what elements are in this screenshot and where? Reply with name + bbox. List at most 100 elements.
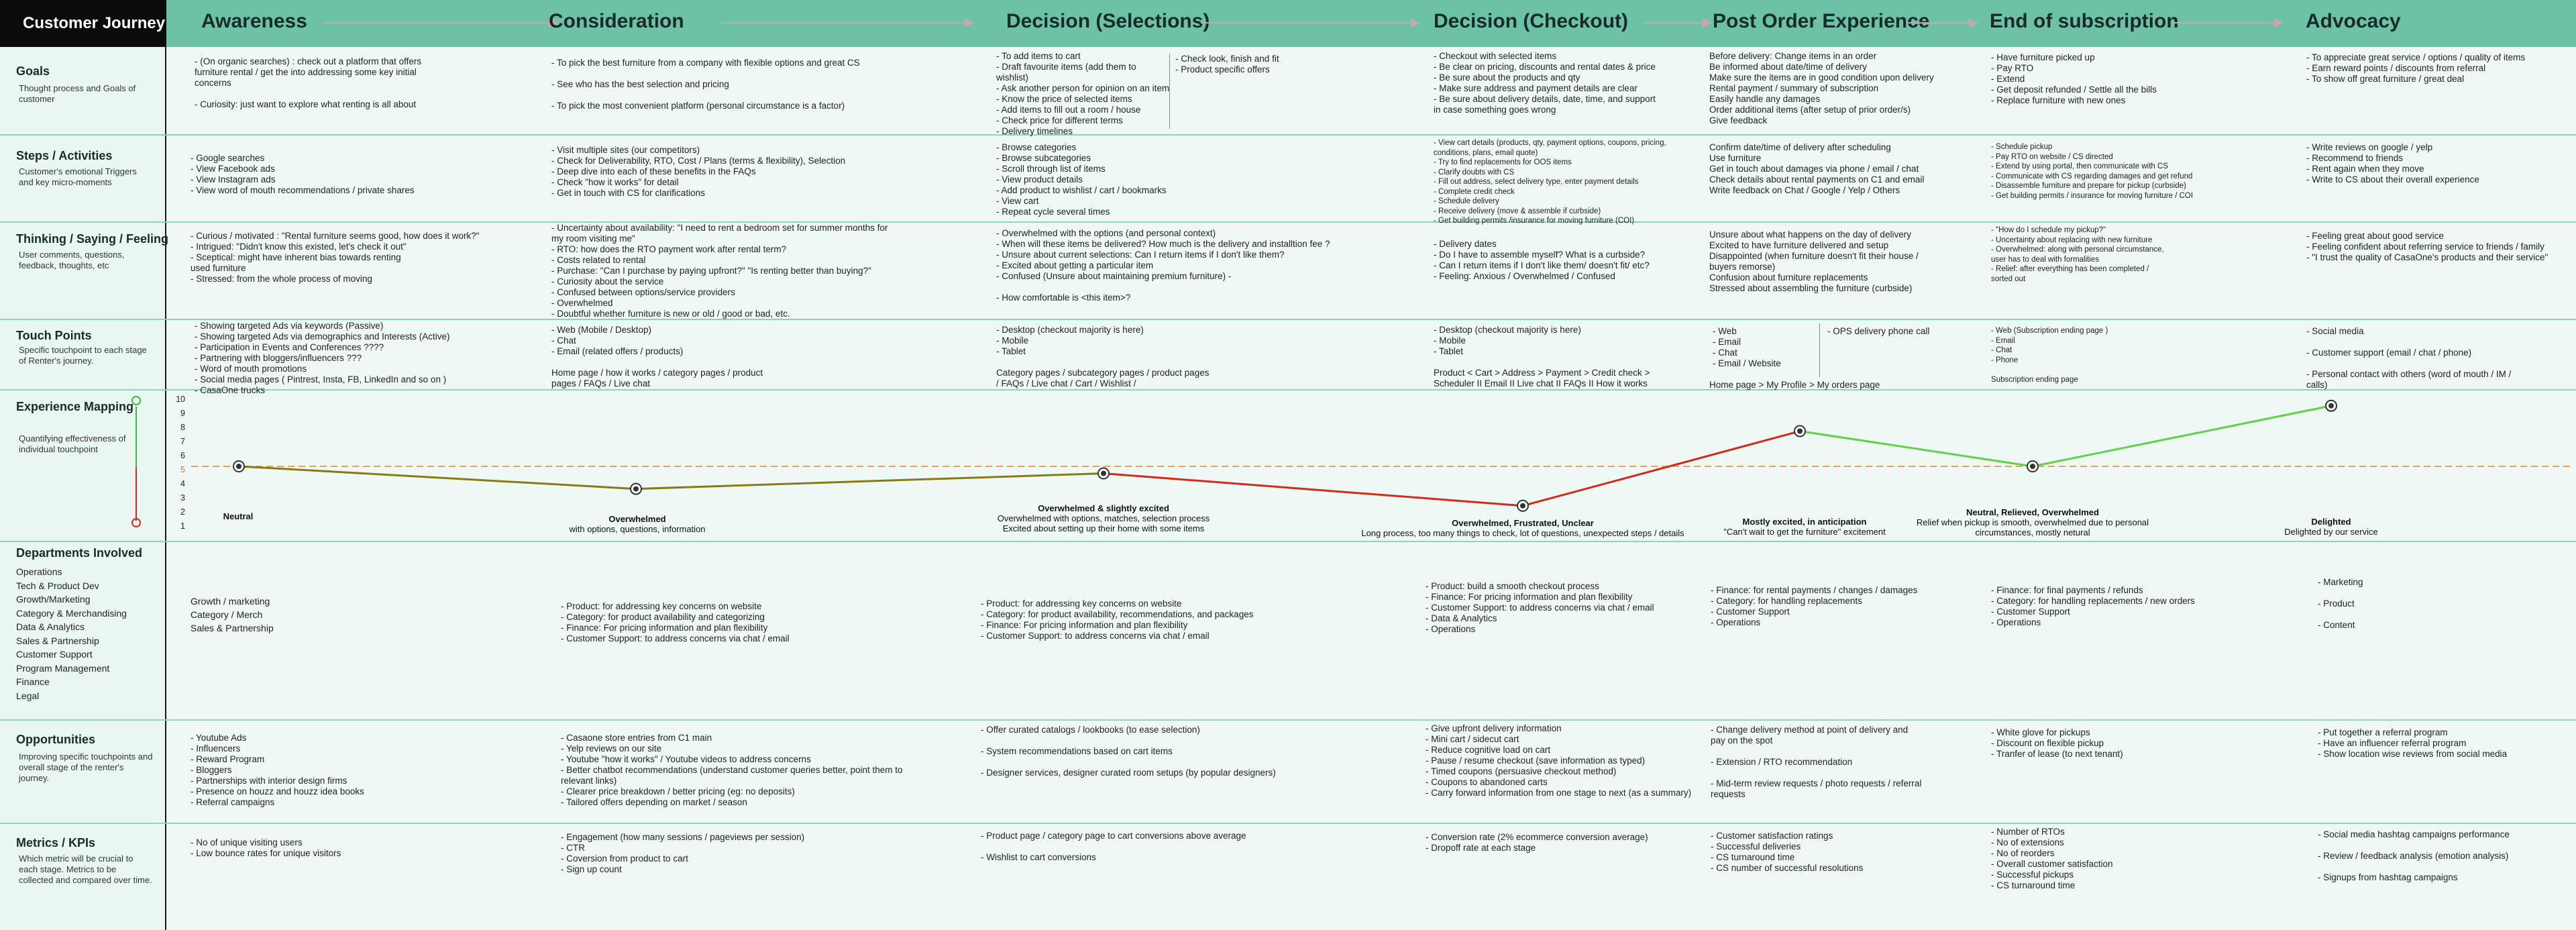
touch-consideration: - Web (Mobile / Desktop) - Chat - Email …: [551, 325, 763, 389]
department-item: Tech & Product Dev: [16, 580, 99, 591]
thinking-end: - "How do I schedule my pickup?" - Uncer…: [1991, 226, 2164, 283]
arrow-icon: [322, 18, 558, 28]
metrics-end: - Number of RTOs - No of extensions - No…: [1991, 827, 2113, 890]
emotion-label: Overwhelmed with options, questions, info…: [569, 514, 706, 534]
row-desc-experience: Quantifying effectiveness of individual …: [19, 433, 126, 454]
departments-selections: - Product: for addressing key concerns o…: [981, 599, 1254, 641]
row-title-steps: Steps / Activities: [16, 149, 113, 162]
arrow-icon: [1644, 18, 1712, 28]
row-divider: [0, 541, 2576, 542]
steps-awareness: - Google searches - View Facebook ads - …: [191, 153, 415, 195]
experience-point-dot: [2328, 403, 2334, 409]
row-divider: [0, 134, 2576, 136]
thinking-awareness: - Curious / motivated : "Rental furnitur…: [191, 231, 480, 284]
corner-title: Customer Journey: [0, 0, 166, 47]
goals-selections-extra: - Check look, finish and fit - Product s…: [1175, 54, 1279, 74]
y-tick: 7: [180, 437, 185, 446]
row-desc-steps: Customer's emotional Triggers and key mi…: [19, 166, 137, 187]
touch-awareness: - Showing targeted Ads via keywords (Pas…: [195, 321, 450, 395]
row-divider: [0, 823, 2576, 824]
department-item: Data & Analytics: [16, 621, 85, 632]
emotion-label: Neutral, Relieved, Overwhelmed Relief whe…: [1916, 507, 2149, 537]
y-tick: 9: [180, 409, 185, 418]
touch-end: - Web (Subscription ending page ) - Emai…: [1991, 327, 2108, 384]
experience-point-dot: [1797, 428, 1803, 434]
emotion-label: Overwhelmed, Frustrated, Unclear Long pro…: [1361, 518, 1684, 538]
department-item: Operations: [16, 566, 62, 577]
departments-advocacy: - Marketing - Product - Content: [2318, 577, 2363, 630]
y-tick: 2: [180, 507, 185, 517]
department-item: Sales & Partnership: [16, 635, 99, 646]
department-item: Growth/Marketing: [16, 594, 91, 605]
experience-point-dot: [1520, 503, 1525, 509]
touch-post-order-ops: - OPS delivery phone call: [1827, 326, 1930, 336]
header-bar: [0, 0, 2576, 47]
department-item: Customer Support: [16, 649, 93, 660]
y-tick: 5: [180, 465, 185, 474]
emotion-label: Mostly excited, in anticipation "Can't wa…: [1723, 517, 1886, 537]
touch-selections: - Desktop (checkout majority is here) - …: [996, 325, 1210, 389]
department-item: Legal: [16, 690, 40, 701]
experience-point-dot: [2030, 464, 2035, 469]
metrics-advocacy: - Social media hashtag campaigns perform…: [2318, 829, 2510, 882]
departments-consideration: - Product: for addressing key concerns o…: [561, 601, 790, 643]
negative-scale-line: [136, 467, 137, 521]
thinking-advocacy: - Feeling great about good service - Fee…: [2306, 231, 2548, 262]
row-title-experience: Experience Mapping: [16, 400, 134, 413]
arrow-icon: [721, 18, 974, 28]
row-desc-metrics: Which metric will be crucial to each sta…: [19, 854, 152, 885]
departments-list: Operations Tech & Product Dev Growth/Mar…: [16, 565, 127, 703]
y-tick: 1: [180, 521, 185, 531]
row-title-departments: Departments Involved: [16, 546, 143, 560]
touch-post-order-pages: Home page > My Profile > My orders page: [1709, 380, 1880, 390]
arrow-icon: [2171, 18, 2284, 28]
experience-segment: [635, 472, 1104, 490]
opportunities-post-order: - Change delivery method at point of del…: [1711, 725, 1922, 799]
goals-checkout: - Checkout with selected items - Be clea…: [1434, 51, 1656, 115]
opportunities-consideration: - Casaone store entries from C1 main - Y…: [561, 733, 903, 807]
positive-scale-line: [136, 407, 137, 467]
metrics-consideration: - Engagement (how many sessions / pagevi…: [561, 832, 805, 874]
row-title-metrics: Metrics / KPIs: [16, 836, 96, 849]
metrics-awareness: - No of unique visiting users - Low boun…: [191, 837, 341, 858]
row-desc-opportunities: Improving specific touchpoints and overa…: [19, 752, 153, 783]
experience-segment: [2032, 405, 2332, 468]
sidebar: [0, 47, 166, 930]
steps-checkout: - View cart details (products, qty, paym…: [1434, 139, 1666, 225]
happy-face-icon: [131, 396, 141, 405]
goals-selections: - To add items to cart - Draft favourite…: [996, 51, 1170, 136]
sad-face-icon: [131, 518, 141, 527]
y-tick: 6: [180, 451, 185, 460]
y-tick: 4: [180, 479, 185, 488]
metrics-selections: - Product page / category page to cart c…: [981, 831, 1246, 862]
experience-segment: [1799, 430, 2033, 468]
y-tick: 3: [180, 493, 185, 503]
departments-end: - Finance: for final payments / refunds …: [1991, 585, 2195, 627]
steps-selections: - Browse categories - Browse subcategori…: [996, 142, 1167, 217]
goals-end: - Have furniture picked up - Pay RTO - E…: [1991, 52, 2157, 105]
thinking-post-order: Unsure about what happens on the day of …: [1709, 229, 1919, 293]
metrics-post-order: - Customer satisfaction ratings - Succes…: [1711, 831, 1864, 873]
thinking-consideration: - Uncertainty about availability: "I nee…: [551, 223, 888, 319]
row-title-touch: Touch Points: [16, 329, 92, 342]
experience-segment: [1103, 472, 1523, 507]
department-item: Finance: [16, 676, 50, 687]
row-divider: [0, 319, 2576, 320]
divider-line: [1169, 54, 1170, 129]
steps-advocacy: - Write reviews on google / yelp - Recom…: [2306, 142, 2479, 185]
goals-consideration: - To pick the best furniture from a comp…: [551, 58, 860, 111]
divider-line: [1819, 323, 1820, 377]
steps-consideration: - Visit multiple sites (our competitors)…: [551, 145, 846, 198]
row-desc-thinking: User comments, questions, feedback, thou…: [19, 250, 125, 270]
y-tick: 10: [176, 395, 185, 404]
metrics-checkout: - Conversion rate (2% ecommerce conversi…: [1426, 832, 1648, 853]
experience-point-dot: [236, 464, 241, 469]
row-title-opportunities: Opportunities: [16, 733, 95, 746]
thinking-checkout: - Delivery dates - Do I have to assemble…: [1434, 239, 1650, 281]
emotion-label: Overwhelmed & slightly excited Overwhelme…: [997, 503, 1210, 533]
thinking-selections: - Overwhelmed with the options (and pers…: [996, 228, 1330, 303]
stage-end-of-subscription: End of subscription: [1990, 10, 2179, 32]
arrow-icon: [1907, 18, 1978, 28]
opportunities-checkout: - Give upfront delivery information - Mi…: [1426, 723, 1692, 798]
